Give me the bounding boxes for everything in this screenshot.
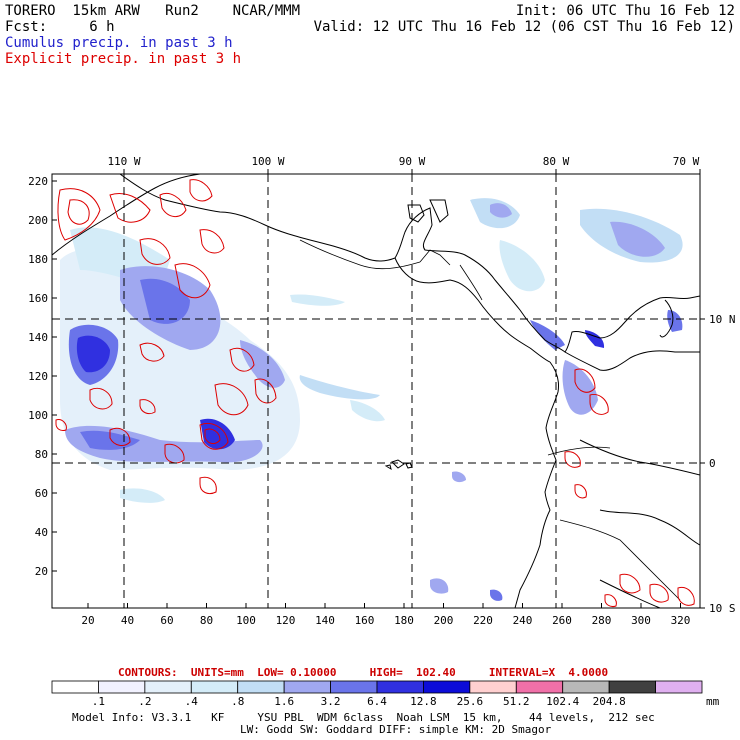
colorbar-swatch xyxy=(237,680,285,694)
left-tick-label: 120 xyxy=(28,370,48,383)
left-tick-label: 160 xyxy=(28,292,48,305)
colorbar-label: .2 xyxy=(138,695,151,708)
bottom-tick-label: 80 xyxy=(200,614,213,627)
bottom-tick-label: 240 xyxy=(513,614,533,627)
top-tick-label: 110 W xyxy=(107,155,140,168)
model-info-line1: Model Info: V3.3.1 KF YSU PBL WDM 6class… xyxy=(72,711,655,724)
bottom-tick-label: 40 xyxy=(121,614,134,627)
colorbar-swatch xyxy=(98,680,146,694)
colorbar-swatch xyxy=(376,680,424,694)
colorbar-label: 12.8 xyxy=(410,695,437,708)
explicit-legend-label: Explicit precip. in past 3 h xyxy=(5,51,242,67)
bottom-tick-label: 220 xyxy=(473,614,493,627)
colorbar-label: 1.6 xyxy=(274,695,294,708)
colorbar-swatch xyxy=(283,680,331,694)
bottom-tick-label: 260 xyxy=(552,614,572,627)
precip-shading xyxy=(60,198,683,601)
left-tick-label: 200 xyxy=(28,214,48,227)
header-valid: Valid: 12 UTC Thu 16 Feb 12 (06 CST Thu … xyxy=(313,19,735,35)
header-title: TORERO 15km ARW Run2 NCAR/MMM xyxy=(5,3,301,19)
model-info-line2: LW: Godd SW: Goddard DIFF: simple KM: 2D… xyxy=(240,723,552,736)
colorbar-label: 102.4 xyxy=(546,695,579,708)
colorbar-swatch xyxy=(515,680,564,694)
top-tick-label: 90 W xyxy=(399,155,426,168)
colorbar-label: 3.2 xyxy=(321,695,341,708)
top-tick-label: 100 W xyxy=(251,155,284,168)
bottom-tick-label: 60 xyxy=(160,614,173,627)
colorbar-swatch xyxy=(330,680,378,694)
colorbar-label: 204.8 xyxy=(593,695,626,708)
colorbar-label: 25.6 xyxy=(457,695,484,708)
left-tick-label: 20 xyxy=(35,565,48,578)
left-axis: 220 200 180 160 140 120 100 80 60 40 20 xyxy=(28,175,57,578)
right-axis: 10 N 0 10 S xyxy=(700,313,736,615)
colorbar-label: .1 xyxy=(92,695,105,708)
bottom-tick-label: 140 xyxy=(315,614,335,627)
map-frame xyxy=(51,173,701,609)
bottom-tick-label: 120 xyxy=(276,614,296,627)
lat-lon-grid xyxy=(52,174,700,608)
header-init: Init: 06 UTC Thu 16 Feb 12 xyxy=(515,3,735,19)
colorbar-swatch xyxy=(423,680,471,694)
colorbar-swatch xyxy=(608,680,656,694)
colorbar-swatch xyxy=(562,680,610,694)
coastlines xyxy=(52,174,700,608)
top-axis: 110 W 100 W 90 W 80 W 70 W xyxy=(107,155,701,174)
bottom-axis: 20 40 60 80 100 120 140 160 180 200 220 240 260 280 30… xyxy=(81,603,690,627)
colorbar-units: mm xyxy=(706,695,720,708)
bottom-tick-label: 200 xyxy=(434,614,454,627)
borders xyxy=(299,239,681,601)
left-tick-label: 60 xyxy=(35,487,48,500)
left-tick-label: 80 xyxy=(35,448,48,461)
explicit-precip-contours xyxy=(55,179,695,607)
colorbar-swatch xyxy=(469,680,517,694)
top-tick-label: 70 W xyxy=(673,155,700,168)
colorbar: .1 .2 .4 .8 1.6 3.2 6.4 12.8 25.6 51.2 102.4 204.8 m… xyxy=(51,680,720,708)
bottom-tick-label: 280 xyxy=(592,614,612,627)
colorbar-label: 6.4 xyxy=(367,695,387,708)
bottom-tick-label: 180 xyxy=(394,614,414,627)
colorbar-swatch xyxy=(51,680,99,694)
bottom-tick-label: 320 xyxy=(671,614,691,627)
bottom-tick-label: 160 xyxy=(355,614,375,627)
colorbar-swatch xyxy=(655,680,703,694)
colorbar-swatch xyxy=(190,680,239,694)
header-forecast: Fcst: 6 h xyxy=(5,19,115,35)
contours-info: CONTOURS: UNITS=mm LOW= 0.10000 HIGH= 10… xyxy=(118,666,609,679)
bottom-tick-label: 300 xyxy=(631,614,651,627)
left-tick-label: 40 xyxy=(35,526,48,539)
colorbar-label: .8 xyxy=(231,695,244,708)
colorbar-label: .4 xyxy=(185,695,199,708)
right-tick-label: 10 S xyxy=(709,602,736,615)
right-tick-label: 0 xyxy=(709,457,716,470)
colorbar-label: 51.2 xyxy=(503,695,530,708)
colorbar-swatch xyxy=(144,680,192,694)
left-tick-label: 140 xyxy=(28,331,48,344)
left-tick-label: 100 xyxy=(28,409,48,422)
left-tick-label: 180 xyxy=(28,253,48,266)
left-tick-label: 220 xyxy=(28,175,48,188)
bottom-tick-label: 100 xyxy=(236,614,256,627)
right-tick-label: 10 N xyxy=(709,313,736,326)
bottom-tick-label: 20 xyxy=(81,614,94,627)
cumulus-legend-label: Cumulus precip. in past 3 h xyxy=(5,35,233,51)
top-tick-label: 80 W xyxy=(543,155,570,168)
